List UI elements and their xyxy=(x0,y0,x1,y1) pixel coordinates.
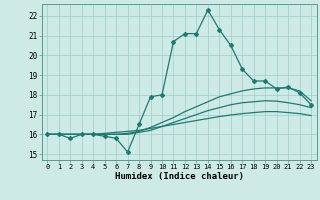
X-axis label: Humidex (Indice chaleur): Humidex (Indice chaleur) xyxy=(115,172,244,181)
